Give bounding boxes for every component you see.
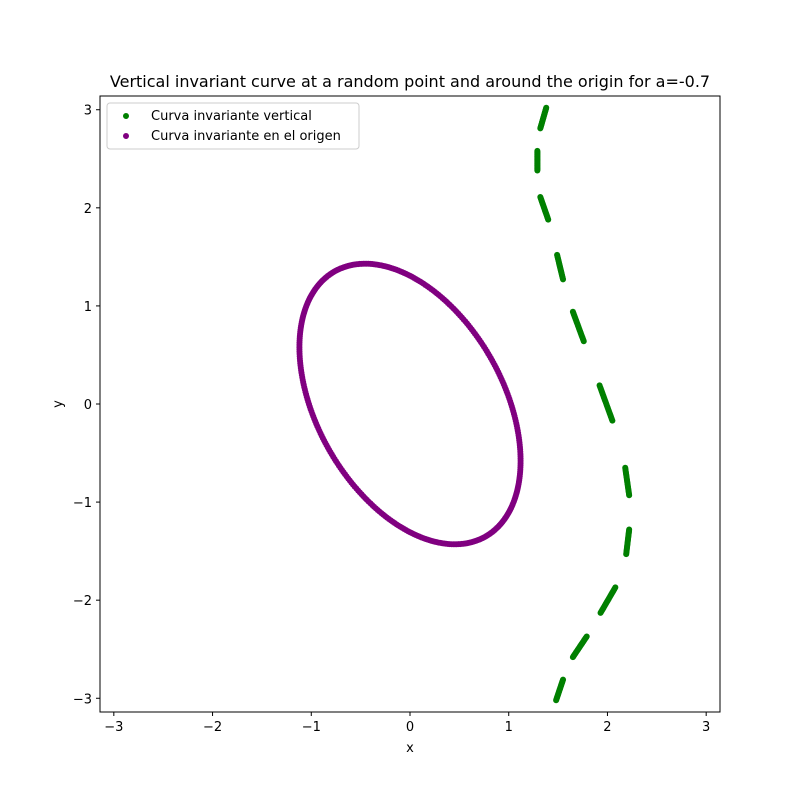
y-axis-label: y [51, 400, 66, 408]
x-tick-label: −3 [104, 720, 123, 735]
x-tick-label: 1 [505, 720, 513, 735]
axis-ticks: −3 −2 −1 0 1 2 3 −3 −2 −1 0 1 2 3 [73, 104, 710, 735]
x-tick-label: −2 [203, 720, 222, 735]
legend-marker-vertical [123, 113, 129, 119]
legend-label-origin: Curva invariante en el origen [151, 129, 341, 144]
y-tick-label: −1 [73, 496, 92, 511]
point-vertical-curve [553, 697, 560, 704]
y-tick-label: −3 [73, 692, 92, 707]
point-vertical-curve [543, 104, 550, 111]
point-vertical-curve [626, 492, 633, 499]
x-tick-label: −1 [302, 720, 321, 735]
point-origin-curve [517, 460, 524, 467]
x-axis-label: x [406, 741, 414, 756]
point-vertical-curve [560, 276, 567, 283]
chart-title: Vertical invariant curve at a random poi… [110, 72, 710, 91]
y-tick-label: −2 [73, 594, 92, 609]
point-vertical-curve [623, 551, 630, 558]
legend-box [106, 102, 360, 150]
point-vertical-curve [609, 417, 616, 424]
x-tick-label: 2 [603, 720, 611, 735]
point-vertical-curve [545, 216, 552, 223]
y-tick-label: 2 [84, 202, 92, 217]
legend-label-vertical: Curva invariante vertical [151, 109, 312, 124]
x-tick-label: 3 [702, 720, 710, 735]
point-vertical-curve [569, 654, 576, 661]
legend-marker-origin [123, 133, 129, 139]
y-tick-label: 0 [84, 398, 92, 413]
legend: Curva invariante vertical Curva invarian… [106, 102, 360, 150]
point-vertical-curve [580, 338, 587, 345]
x-tick-label: 0 [406, 720, 414, 735]
plot-frame [99, 95, 721, 713]
y-tick-label: 3 [84, 104, 92, 119]
plot-area [296, 104, 633, 704]
point-vertical-curve [534, 147, 541, 154]
y-tick-label: 1 [84, 300, 92, 315]
point-vertical-curve [597, 609, 604, 616]
